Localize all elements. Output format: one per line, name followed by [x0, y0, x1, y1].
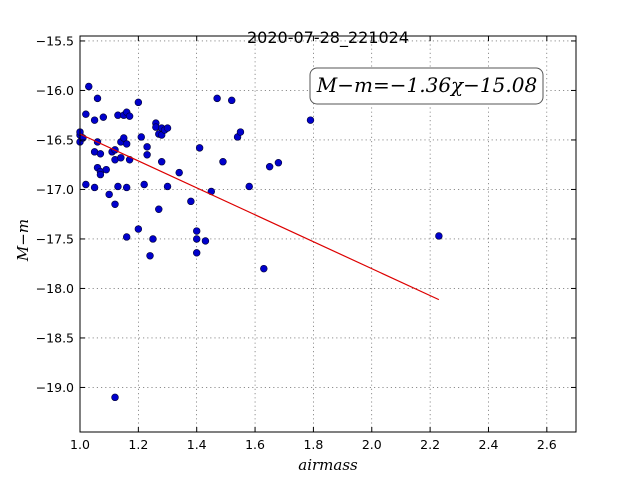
- fit-layer: [79, 133, 440, 301]
- data-point: [187, 197, 195, 206]
- fit-line: [79, 133, 440, 301]
- y-tick-label: −18.5: [36, 330, 74, 345]
- data-point: [96, 150, 105, 158]
- data-point: [114, 182, 122, 191]
- data-point: [228, 96, 236, 105]
- data-point: [149, 235, 157, 243]
- data-point: [143, 151, 151, 159]
- y-tick-label: −16.5: [36, 132, 74, 147]
- data-point: [102, 165, 110, 174]
- y-tick-labels: −15.5 −16.0 −16.5 −17.0 −17.5 −18.0 −18.5 −19.0: [36, 33, 74, 395]
- data-point: [163, 124, 172, 132]
- x-tick-label: 1.4: [187, 437, 207, 452]
- data-point: [125, 112, 134, 120]
- ticks-layer: [79, 36, 576, 432]
- data-point: [219, 158, 227, 166]
- data-point: [274, 159, 283, 167]
- data-point: [306, 116, 315, 124]
- y-axis-label: M−m: [14, 219, 32, 262]
- x-tick-label: 2.4: [479, 437, 499, 452]
- data-point: [120, 134, 128, 142]
- data-point: [193, 235, 201, 243]
- data-point: [260, 264, 268, 273]
- points-layer: [76, 82, 443, 402]
- data-point: [163, 182, 172, 191]
- data-point: [93, 94, 102, 103]
- data-point: [122, 233, 131, 241]
- x-tick-label: 2.2: [420, 437, 440, 452]
- data-point: [201, 237, 210, 245]
- data-point: [85, 82, 93, 91]
- data-point: [245, 182, 253, 191]
- y-tick-label: −15.5: [36, 33, 74, 48]
- data-point: [236, 128, 245, 136]
- data-point: [155, 205, 163, 213]
- data-point: [90, 183, 99, 192]
- x-tick-label: 2.0: [362, 437, 382, 452]
- y-tick-label: −18.0: [36, 281, 74, 296]
- data-point: [134, 225, 143, 233]
- data-point: [99, 113, 108, 121]
- x-axis-label: airmass: [298, 456, 358, 474]
- chart-title: 2020-07-28_221024: [247, 28, 409, 48]
- data-point: [96, 170, 105, 179]
- annotation-text: M−m=−1.36χ−15.08: [316, 73, 537, 97]
- data-point: [134, 98, 143, 107]
- data-point: [195, 144, 204, 152]
- data-point: [111, 200, 119, 209]
- data-point: [82, 180, 90, 189]
- data-point: [122, 140, 131, 148]
- x-tick-label: 1.6: [245, 437, 265, 452]
- fit-annotation: M−m=−1.36χ−15.08: [309, 67, 544, 105]
- annotation-box: [309, 67, 544, 105]
- data-point: [193, 227, 201, 235]
- x-tick-label: 1.0: [70, 437, 90, 452]
- y-tick-label: −19.0: [36, 380, 74, 395]
- x-tick-labels: 1.0 1.2 1.4 1.6 1.8 2.0 2.2 2.4 2.6: [70, 437, 557, 452]
- data-point: [105, 190, 113, 199]
- data-point: [175, 168, 183, 177]
- data-point: [193, 249, 201, 257]
- data-point: [157, 158, 166, 166]
- data-point: [146, 252, 154, 260]
- data-point: [140, 180, 148, 189]
- data-point: [111, 393, 119, 402]
- data-point: [122, 183, 131, 192]
- x-tick-label: 2.6: [537, 437, 557, 452]
- data-point: [117, 154, 125, 162]
- data-point: [143, 143, 151, 151]
- x-tick-label: 1.2: [128, 437, 148, 452]
- data-point: [265, 162, 274, 171]
- plot-frame: [79, 35, 577, 433]
- x-tick-label: 1.8: [303, 437, 323, 452]
- y-tick-label: −16.0: [36, 83, 74, 98]
- data-point: [137, 133, 145, 141]
- data-point: [82, 110, 90, 118]
- y-tick-label: −17.5: [36, 231, 74, 246]
- y-tick-label: −17.0: [36, 182, 74, 197]
- data-point: [90, 116, 99, 124]
- data-point: [435, 232, 443, 240]
- data-point: [213, 94, 221, 103]
